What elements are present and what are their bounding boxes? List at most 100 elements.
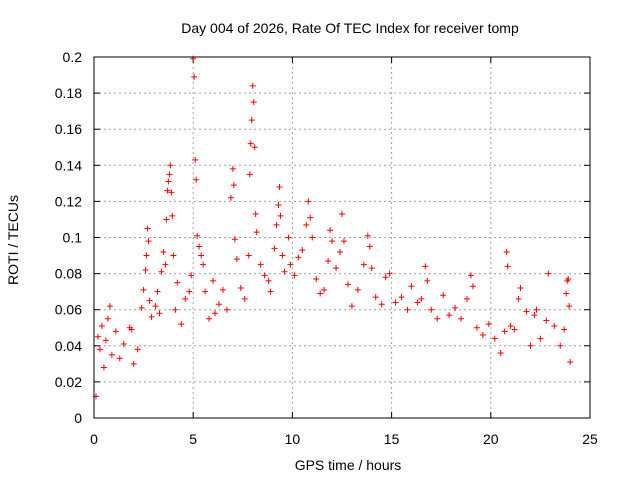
data-point [501,328,508,335]
data-point [128,326,135,333]
data-point [337,248,344,255]
data-point [94,333,101,340]
data-point [212,310,219,317]
data-point [142,266,149,273]
data-point [378,301,385,308]
data-point [434,315,441,322]
data-point [563,290,570,297]
y-tick-label: 0.14 [55,157,82,173]
data-point [307,214,314,221]
data-point [273,221,280,228]
data-point [446,312,453,319]
data-point [230,182,237,189]
data-point [551,322,558,329]
data-point [404,306,411,313]
data-point [186,288,193,295]
y-axis-label: ROTI / TECUs [5,195,21,285]
data-point [561,326,568,333]
data-point [165,178,172,185]
data-point [503,248,510,255]
data-point [545,270,552,277]
data-point [158,268,165,275]
data-point [202,288,209,295]
data-point [241,295,248,302]
data-point [246,171,253,178]
data-point [145,238,152,245]
data-point [261,272,268,279]
data-point [116,355,123,362]
data-point [267,288,274,295]
data-point [143,252,150,259]
data-point [120,340,127,347]
data-point [248,117,255,124]
data-point [517,285,524,292]
data-point [193,176,200,183]
data-point [408,283,415,290]
data-point [140,286,147,293]
data-point [170,252,177,259]
data-point [279,252,286,259]
y-tick-label: 0.12 [55,193,82,209]
data-point [386,270,393,277]
y-tick-label: 0.2 [63,49,83,65]
data-point [473,324,480,331]
x-tick-label: 0 [90,431,98,447]
data-point [321,286,328,293]
data-point [163,216,170,223]
y-tick-label: 0.04 [55,338,82,354]
data-point [428,306,435,313]
data-point [108,351,115,358]
data-point [313,276,320,283]
data-point [317,290,324,297]
data-point [344,281,351,288]
data-point [325,257,332,264]
data-point [146,297,153,304]
data-point [182,295,189,302]
data-point [154,288,161,295]
data-point [287,261,294,268]
data-point [398,294,405,301]
data-point [354,286,361,293]
data-point [102,337,109,344]
data-point [200,261,207,268]
data-point [497,350,504,357]
data-point [360,261,367,268]
data-point [227,194,234,201]
data-point [414,299,421,306]
data-point [112,328,119,335]
x-tick-label: 25 [582,431,598,447]
data-point [458,315,465,322]
data-point [275,202,282,209]
data-point [219,286,226,293]
data-point [348,303,355,310]
data-point [567,359,574,366]
data-point [469,283,476,290]
data-point [148,313,155,320]
data-point [223,306,230,313]
data-point [106,303,113,310]
data-point [233,256,240,263]
data-point [167,162,174,169]
data-point [229,165,236,172]
data-point [424,277,431,284]
plot-frame [93,56,591,419]
data-point [174,279,181,286]
data-point [276,183,283,190]
data-point [467,272,474,279]
data-point [463,295,470,302]
data-point [418,295,425,302]
x-tick-label: 10 [285,431,301,447]
data-point [247,140,254,147]
data-point [166,171,173,178]
data-point [523,308,530,315]
data-point [295,254,302,261]
data-point [511,326,518,333]
data-point [265,277,272,284]
data-point [285,234,292,241]
data-point [339,211,345,218]
y-tick-label: 0 [74,410,82,426]
data-point [504,263,511,270]
data-point [252,211,259,218]
